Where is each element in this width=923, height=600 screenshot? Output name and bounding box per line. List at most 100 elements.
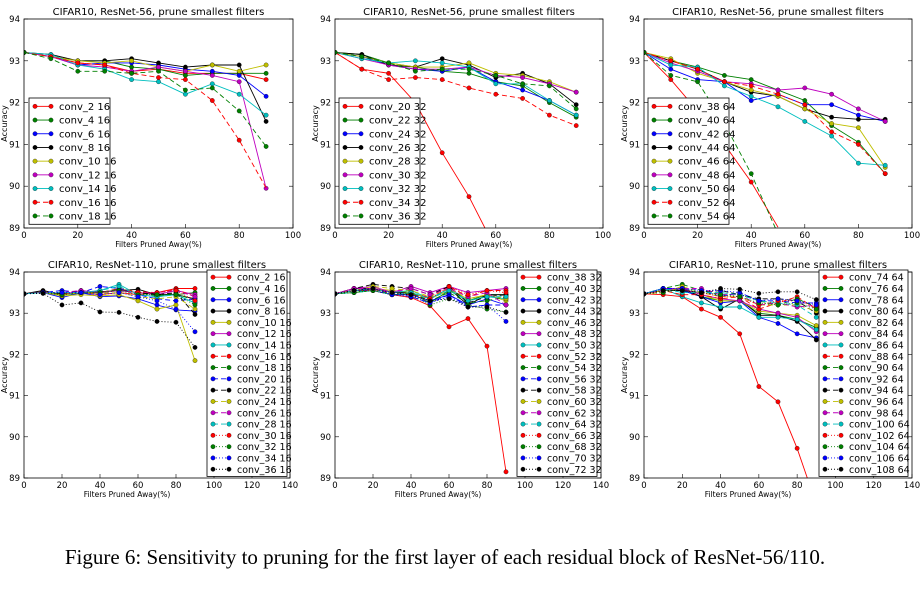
legend-label: conv_68 32 [547,442,602,453]
legend-marker [358,186,364,191]
data-point [466,194,472,199]
data-point [660,288,666,293]
legend-marker [520,286,526,291]
x-tick-label: 100 [595,231,611,241]
legend-item: conv_38 32 [520,273,602,284]
legend-marker [226,286,232,291]
plot-frame [334,18,604,229]
data-point [775,310,781,316]
legend-marker [536,342,542,348]
series-line-conv_86-64 [644,288,817,331]
data-point [695,66,700,72]
x-tick-label: 40 [126,231,137,241]
y-tick-label: 92 [629,350,640,360]
data-point [263,93,269,99]
legend-box [818,269,909,477]
legend-label: conv_84 64 [849,329,904,340]
legend-marker [520,331,526,336]
data-point [192,345,198,350]
legend-label: conv_14 16 [59,184,117,195]
legend-marker [651,158,657,164]
x-tick-label: 60 [490,231,501,241]
data-point [856,125,861,131]
data-point [386,60,391,66]
data-point [802,102,808,108]
legend-marker [226,466,232,472]
legend-label: conv_36 32 [369,211,427,222]
legend-item: conv_48 32 [520,329,602,340]
legend-marker [210,455,216,461]
legend-marker [667,158,673,164]
data-point [97,292,103,298]
data-point [748,93,754,99]
legend-item: conv_6 16 [32,129,110,140]
data-point [775,289,781,295]
data-point [503,469,509,475]
y-axis-label: Accuracy [620,105,629,142]
legend-marker [822,444,828,449]
legend-marker [520,444,526,449]
x-tick-label: 60 [444,481,455,491]
data-point [263,185,269,191]
data-point [263,70,269,76]
data-point [102,62,108,68]
legend-marker [358,145,364,150]
legend-marker [520,274,526,280]
data-point [263,112,269,118]
legend-item: conv_44 64 [651,143,736,154]
data-point [748,87,754,93]
legend-item: conv_40 64 [651,116,736,127]
legend-marker [651,213,657,219]
data-point [699,306,704,312]
legend-item: conv_36 16 [210,465,292,476]
data-point [756,384,762,389]
legend-label: conv_86 64 [849,340,904,351]
y-tick-label: 94 [629,15,640,25]
y-tick-label: 91 [320,140,331,150]
series-line-conv_10-16 [24,51,267,72]
data-point [78,290,84,295]
data-point [503,310,509,315]
x-axis-label: Filters Pruned Away(%) [735,240,822,249]
legend-marker [822,455,828,461]
legend-box [206,269,288,477]
data-point [183,77,188,82]
legend-marker [226,342,232,348]
legend-item: conv_70 32 [520,453,602,464]
legend-item: conv_12 16 [32,170,117,181]
x-tick-label: 100 [827,481,843,491]
x-axis-label: Filters Pruned Away(%) [115,240,202,249]
legend-item: conv_90 64 [822,363,904,374]
legend-marker [48,199,54,205]
data-point [439,56,445,62]
data-point [173,288,179,293]
legend-box [516,269,598,477]
data-point [520,87,525,93]
series-line-conv_54-32 [335,288,507,304]
plot-frame [23,18,294,229]
legend-marker [838,387,844,393]
data-point [236,108,242,114]
data-point [737,331,743,337]
data-point [236,73,242,78]
legend-marker [520,421,526,427]
data-point [359,54,365,59]
data-point [389,286,395,291]
figure-charts: 89 90 91 92 93 94 0 20 40 60 80 100 CIFAR10, ResNet-… [0,7,920,499]
chart-title: CIFAR10, ResNet-56, prune smallest filte… [672,7,884,18]
legend-marker [520,342,526,348]
legend-marker [32,158,38,164]
legend-item: conv_6 16 [210,295,286,306]
legend-item: conv_44 32 [520,307,602,318]
data-point [335,291,338,297]
data-point [668,62,674,68]
series-line-conv_8-16 [24,51,267,122]
series-line-conv_32-32 [335,51,577,116]
series-line-conv_56-32 [335,288,506,308]
legend-label: conv_8 16 [237,307,286,318]
legend-label: conv_92 64 [849,374,904,385]
legend-label: conv_50 64 [678,184,736,195]
legend-marker [822,286,828,291]
legend-marker [822,274,828,280]
y-tick-label: 92 [9,99,20,109]
